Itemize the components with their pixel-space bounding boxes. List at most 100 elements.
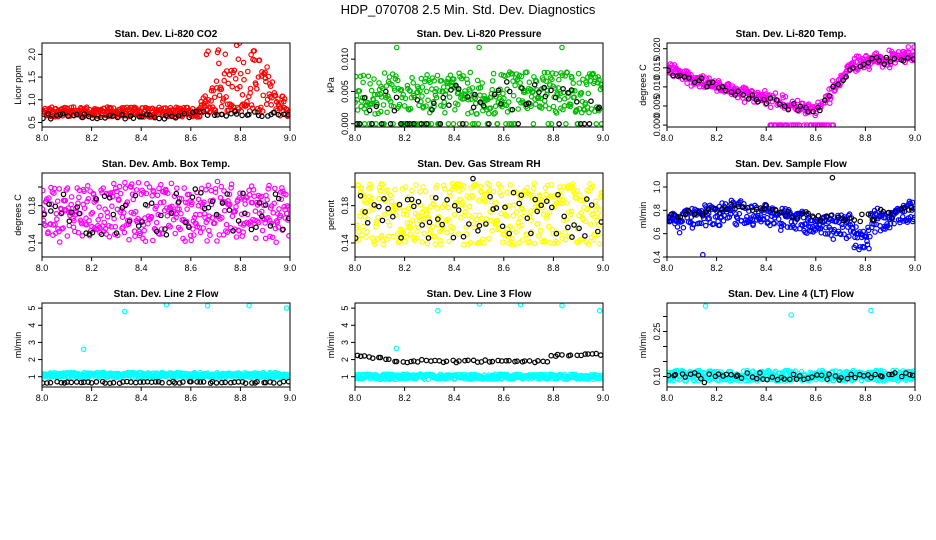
data-point xyxy=(216,60,222,67)
data-point xyxy=(76,194,82,201)
data-point xyxy=(469,121,476,127)
data-point xyxy=(280,378,287,385)
data-point xyxy=(239,92,246,98)
data-point xyxy=(790,371,797,378)
data-point xyxy=(364,220,371,226)
data-point xyxy=(881,61,888,67)
data-point xyxy=(468,218,475,224)
data-point xyxy=(530,192,536,199)
data-point xyxy=(377,354,384,361)
panel-line2: Stan. Dev. Line 2 Flow 8.0 8.2 8.4 8.6 8.8 9.0… xyxy=(13,289,296,403)
data-point xyxy=(286,233,290,239)
data-point xyxy=(112,224,119,230)
data-point xyxy=(499,223,506,230)
data-point xyxy=(493,205,500,211)
x-tick-label: 8.2 xyxy=(710,263,723,273)
data-point xyxy=(425,235,432,241)
data-point xyxy=(892,209,899,215)
data-point xyxy=(181,185,188,191)
data-point xyxy=(518,192,525,199)
data-point xyxy=(728,89,735,95)
data-point xyxy=(246,303,252,309)
data-point xyxy=(531,240,538,247)
data-point xyxy=(390,121,396,127)
data-point xyxy=(588,202,595,208)
data-point xyxy=(212,186,219,192)
data-point xyxy=(89,229,96,236)
data-point xyxy=(215,47,222,53)
data-point xyxy=(229,83,236,90)
data-point xyxy=(569,234,575,240)
x-tick-label: 8.8 xyxy=(859,263,872,273)
data-point xyxy=(507,223,513,230)
data-point xyxy=(246,108,253,114)
x-tick-label: 9.0 xyxy=(284,263,297,273)
data-point xyxy=(732,220,739,227)
data-point xyxy=(60,191,67,198)
data-point xyxy=(803,104,809,111)
data-point xyxy=(114,114,121,121)
data-point xyxy=(817,104,824,111)
data-point xyxy=(47,208,54,214)
data-point xyxy=(434,216,441,222)
data-point xyxy=(163,232,170,238)
data-point xyxy=(248,102,255,108)
data-point xyxy=(205,204,212,211)
series-line3-0 xyxy=(355,303,603,383)
data-point xyxy=(506,121,513,127)
data-point xyxy=(555,191,561,198)
data-point xyxy=(555,76,562,83)
data-point xyxy=(223,221,230,228)
series-box_temp-1 xyxy=(42,186,290,238)
data-point xyxy=(790,122,797,127)
x-tick-label: 9.0 xyxy=(597,263,610,273)
data-point xyxy=(44,380,50,386)
data-point xyxy=(568,208,575,215)
series-rh-0 xyxy=(355,180,603,248)
data-point xyxy=(64,233,71,239)
data-point xyxy=(564,69,571,76)
data-point xyxy=(132,233,138,240)
data-point xyxy=(85,196,92,202)
data-point xyxy=(540,77,547,83)
data-point xyxy=(596,241,603,247)
data-point xyxy=(400,229,406,236)
data-point xyxy=(534,221,541,227)
y-tick-label: 0.010 xyxy=(340,48,350,71)
data-point xyxy=(182,219,189,226)
data-point xyxy=(545,223,552,230)
data-point xyxy=(544,69,551,76)
plot-frame xyxy=(41,302,291,388)
y-tick-label: 0.8 xyxy=(652,204,662,217)
data-point xyxy=(95,217,102,223)
data-point xyxy=(868,307,874,314)
data-point xyxy=(486,359,493,365)
data-point xyxy=(109,203,115,210)
data-point xyxy=(453,82,459,89)
data-point xyxy=(698,220,704,227)
data-point xyxy=(219,379,225,386)
data-point xyxy=(417,88,423,94)
y-axis-label: degrees C xyxy=(13,194,23,236)
data-point xyxy=(684,80,690,87)
data-point xyxy=(223,94,229,100)
data-point xyxy=(861,244,867,251)
data-point xyxy=(62,197,69,204)
data-point xyxy=(535,233,542,239)
data-point xyxy=(489,86,496,93)
x-tick-label: 8.8 xyxy=(234,393,247,403)
data-point xyxy=(839,224,846,231)
data-point xyxy=(379,85,386,92)
data-point xyxy=(204,238,210,244)
data-point xyxy=(526,238,532,245)
data-point xyxy=(426,223,432,229)
data-point xyxy=(441,186,448,192)
data-point xyxy=(587,221,594,228)
data-point xyxy=(379,181,386,188)
data-point xyxy=(357,73,364,80)
y-tick-label: 0.18 xyxy=(340,197,350,215)
data-point xyxy=(363,234,369,241)
data-point xyxy=(456,358,462,364)
data-point xyxy=(581,196,588,203)
data-point xyxy=(408,358,414,365)
